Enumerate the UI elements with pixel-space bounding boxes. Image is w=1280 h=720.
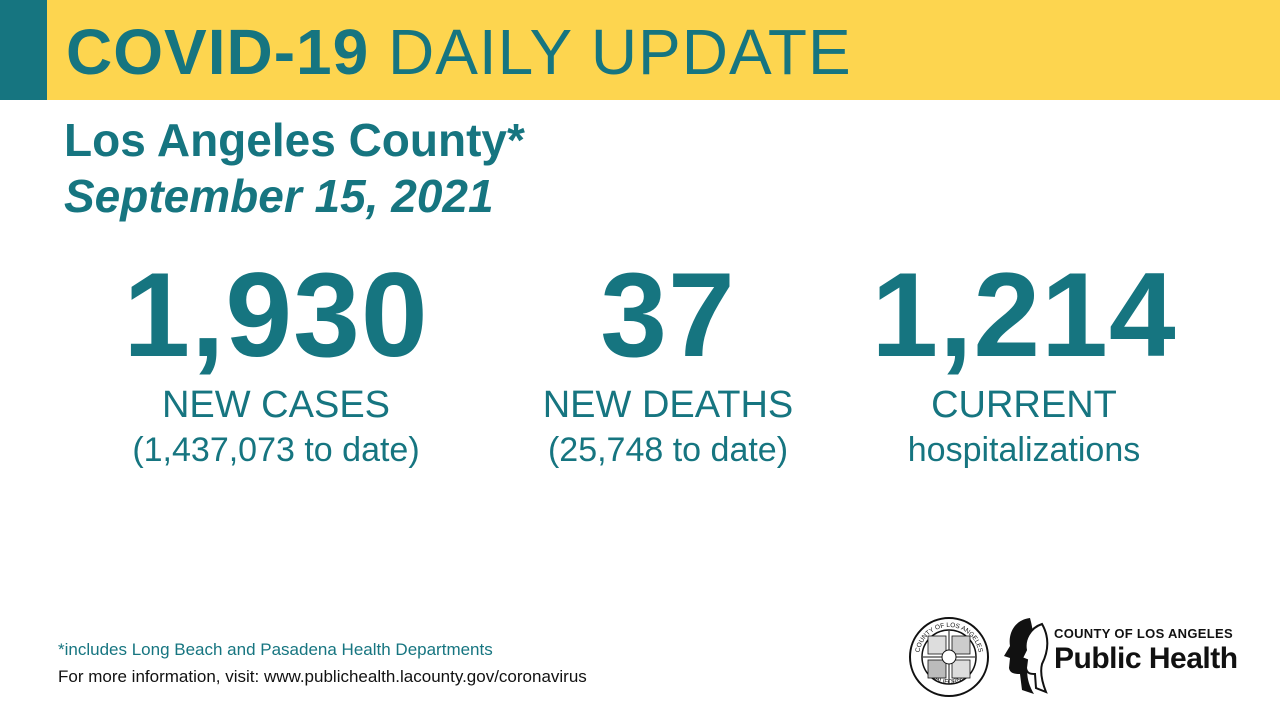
new-deaths-value: 37 xyxy=(600,248,736,382)
county-heading: Los Angeles County* xyxy=(64,114,525,166)
deaths-to-date: (25,748 to date) xyxy=(547,431,789,469)
footnote: *includes Long Beach and Pasadena Health… xyxy=(58,640,493,659)
banner-accent-bar xyxy=(0,0,47,100)
more-info-text: For more information, visit: www.publich… xyxy=(58,667,587,686)
stat-new-cases: 1,930 NEW CASES (1,437,073 to date) xyxy=(86,250,466,472)
public-health-logo: COUNTY OF LOS ANGELES Public Health xyxy=(1000,614,1240,698)
hospitalizations-label: CURRENT xyxy=(931,384,1117,426)
new-cases-value: 1,930 xyxy=(123,248,429,382)
new-deaths-label: NEW DEATHS xyxy=(542,384,794,426)
hospitalizations-sub: hospitalizations xyxy=(907,431,1141,469)
stat-hospitalizations: 1,214 CURRENT hospitalizations xyxy=(834,250,1214,472)
cases-to-date: (1,437,073 to date) xyxy=(132,431,420,469)
faces-profile-icon xyxy=(1004,618,1049,694)
public-health-org: COUNTY OF LOS ANGELES xyxy=(1054,626,1233,641)
header-banner: COVID-19 DAILY UPDATE xyxy=(0,0,1280,100)
public-health-name: Public Health xyxy=(1054,642,1238,675)
banner-title: COVID-19 DAILY UPDATE xyxy=(66,14,852,90)
new-cases-label: NEW CASES xyxy=(161,384,391,426)
county-seal-icon: COUNTY OF LOS ANGELES CALIFORNIA xyxy=(909,617,989,697)
banner-title-bold: COVID-19 xyxy=(66,16,370,88)
report-date: September 15, 2021 xyxy=(64,170,494,222)
stat-new-deaths: 37 NEW DEATHS (25,748 to date) xyxy=(478,250,858,472)
banner-title-rest: DAILY UPDATE xyxy=(387,16,852,88)
hospitalizations-value: 1,214 xyxy=(871,248,1177,382)
